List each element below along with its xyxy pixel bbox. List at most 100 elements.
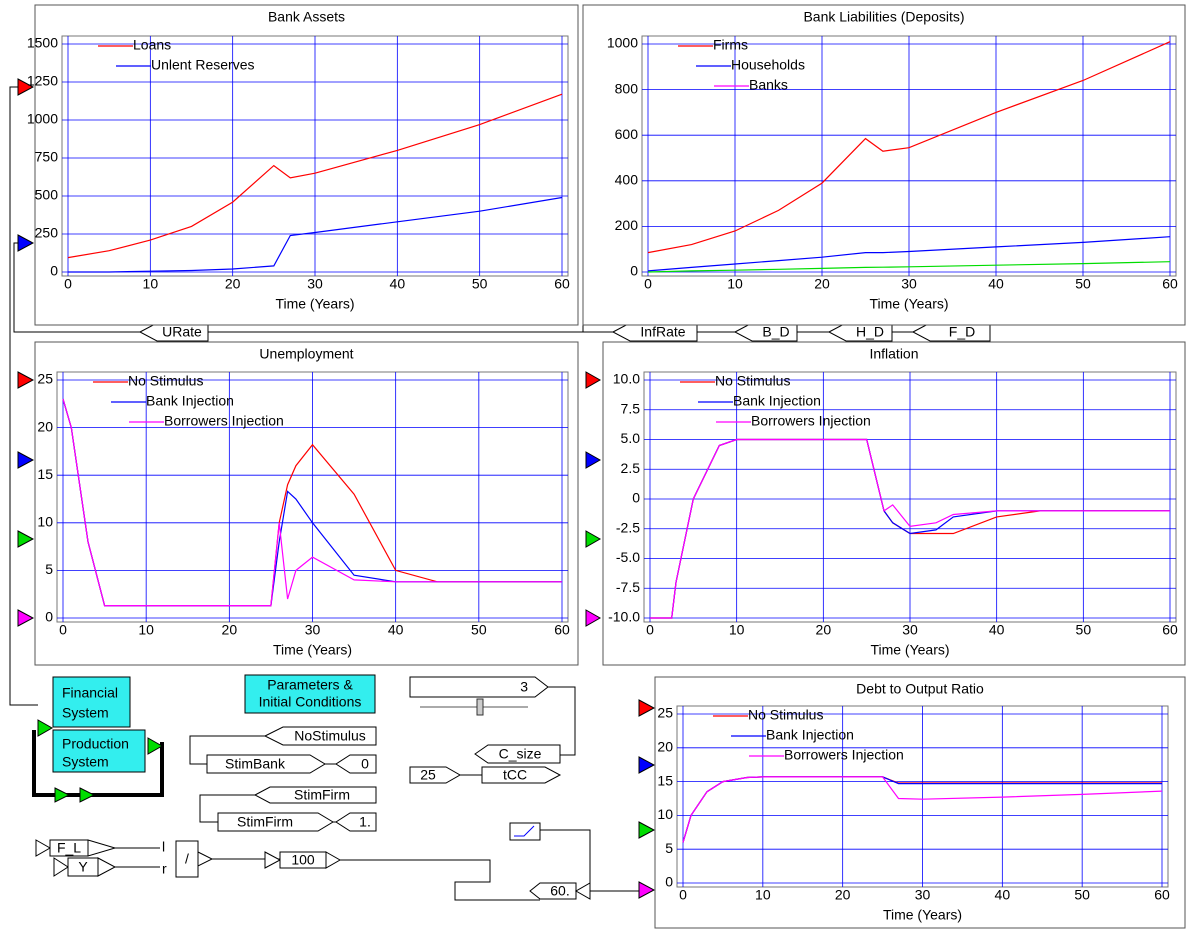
x-tick-label: 0 <box>646 622 654 638</box>
x-tick-label: 20 <box>835 887 851 903</box>
x-tick-label: 10 <box>138 622 154 638</box>
y-tick-label: 400 <box>615 172 639 188</box>
x-tick-label: 60 <box>554 622 570 638</box>
ports <box>17 37 656 899</box>
blocks: URate InfRate B_D H_D F_D Financial Syst… <box>35 322 991 900</box>
y-tick-label: -10.0 <box>608 609 640 625</box>
x-axis-label: Time (Years) <box>870 642 949 658</box>
legend-label: Borrowers Injection <box>784 747 904 763</box>
series-line <box>682 776 1163 843</box>
variable-label: tCC <box>503 767 527 783</box>
chart-title: Inflation <box>869 346 918 362</box>
series-line <box>62 398 562 607</box>
x-tick-label: 40 <box>390 276 406 292</box>
group-label: Parameters & <box>267 677 353 693</box>
group-label: Financial <box>62 685 118 701</box>
group-label: System <box>62 705 109 721</box>
series-line <box>68 196 563 273</box>
y-tick-label: 600 <box>615 126 639 142</box>
chart-title: Bank Liabilities (Deposits) <box>803 9 964 25</box>
variable-label: InfRate <box>640 324 685 340</box>
x-tick-label: 50 <box>1075 276 1091 292</box>
y-tick-label: -7.5 <box>616 579 640 595</box>
x-tick-label: 10 <box>143 276 159 292</box>
chart: Debt to Output Ratio 0 10 20 30 40 50 60 0 5 10 15 2… <box>654 676 1186 929</box>
y-tick-label: 15 <box>37 466 53 482</box>
port-label: l <box>162 839 165 855</box>
x-tick-label: 10 <box>727 276 743 292</box>
variable-label: URate <box>162 324 202 340</box>
chart-title: Bank Assets <box>268 9 345 25</box>
x-tick-label: 50 <box>1076 622 1092 638</box>
y-tick-label: 20 <box>37 418 53 434</box>
y-tick-label: 0 <box>630 263 638 279</box>
legend-label: Households <box>731 57 805 73</box>
graph-icon[interactable] <box>509 822 541 841</box>
x-axis-label: Time (Years) <box>869 296 948 312</box>
y-tick-label: 20 <box>657 739 673 755</box>
y-tick-label: 750 <box>35 149 59 165</box>
slider-handle[interactable] <box>476 698 484 716</box>
x-tick-label: 40 <box>989 622 1005 638</box>
chart: Unemployment 0 10 20 30 40 50 60 0 5 10 15 20 25 Time … <box>34 341 579 666</box>
variable-label: NoStimulus <box>294 728 366 744</box>
x-tick-label: 20 <box>225 276 241 292</box>
x-tick-label: 0 <box>679 887 687 903</box>
variable-label: C_size <box>499 746 542 762</box>
variable-label: StimFirm <box>294 787 350 803</box>
x-tick-label: 60 <box>1162 622 1178 638</box>
y-tick-label: 0 <box>50 263 58 279</box>
y-tick-label: 25 <box>37 371 53 387</box>
legend-label: Firms <box>713 37 748 53</box>
legend-label: Loans <box>133 37 171 53</box>
group-box[interactable] <box>244 674 376 714</box>
x-tick-label: 20 <box>816 622 832 638</box>
series-line <box>647 236 1171 272</box>
x-tick-label: 30 <box>915 887 931 903</box>
constant: 25 <box>420 767 436 783</box>
variable-label: F_L <box>57 840 81 856</box>
x-tick-label: 10 <box>755 887 771 903</box>
x-tick-label: 0 <box>64 276 72 292</box>
x-tick-label: 30 <box>902 622 918 638</box>
x-tick-label: 40 <box>988 276 1004 292</box>
variable-value: 1. <box>359 814 371 830</box>
slider-value: 3 <box>520 679 528 695</box>
x-axis-label: Time (Years) <box>275 296 354 312</box>
x-tick-label: 30 <box>901 276 917 292</box>
y-tick-label: 250 <box>35 225 59 241</box>
operator: / <box>185 851 189 867</box>
variable-label: H_D <box>856 324 884 340</box>
y-tick-label: 1000 <box>607 35 638 51</box>
chart-title: Unemployment <box>259 346 353 362</box>
y-tick-label: 1000 <box>27 111 58 127</box>
y-tick-label: 0 <box>45 609 53 625</box>
legend-label: No Stimulus <box>748 707 823 723</box>
y-tick-label: 5.0 <box>621 430 641 446</box>
x-tick-label: 0 <box>644 276 652 292</box>
y-tick-label: 0 <box>665 874 673 890</box>
legend-label: Borrowers Injection <box>751 413 871 429</box>
x-axis-label: Time (Years) <box>883 907 962 923</box>
variable-label: StimFirm <box>237 814 293 830</box>
y-tick-label: 15 <box>657 772 673 788</box>
legend-label: Bank Injection <box>733 393 821 409</box>
variable-label: StimBank <box>225 756 286 772</box>
x-tick-label: 40 <box>995 887 1011 903</box>
chart: Bank Assets 0 10 20 30 40 50 60 0 250 500 750 1000 12… <box>27 4 579 326</box>
group-label: System <box>62 754 109 770</box>
x-axis-label: Time (Years) <box>273 642 352 658</box>
group-box[interactable] <box>52 676 131 728</box>
y-tick-label: 5 <box>665 840 673 856</box>
variable-label: B_D <box>762 324 789 340</box>
chart: Bank Liabilities (Deposits) 0 10 20 30 40 50 60… <box>582 4 1186 326</box>
y-tick-label: 2.5 <box>621 460 641 476</box>
x-tick-label: 20 <box>222 622 238 638</box>
x-tick-label: 0 <box>59 622 67 638</box>
y-tick-label: 800 <box>615 80 639 96</box>
x-tick-label: 20 <box>814 276 830 292</box>
y-tick-label: 0 <box>632 490 640 506</box>
y-tick-label: -5.0 <box>616 549 640 565</box>
group-box[interactable] <box>52 729 146 773</box>
